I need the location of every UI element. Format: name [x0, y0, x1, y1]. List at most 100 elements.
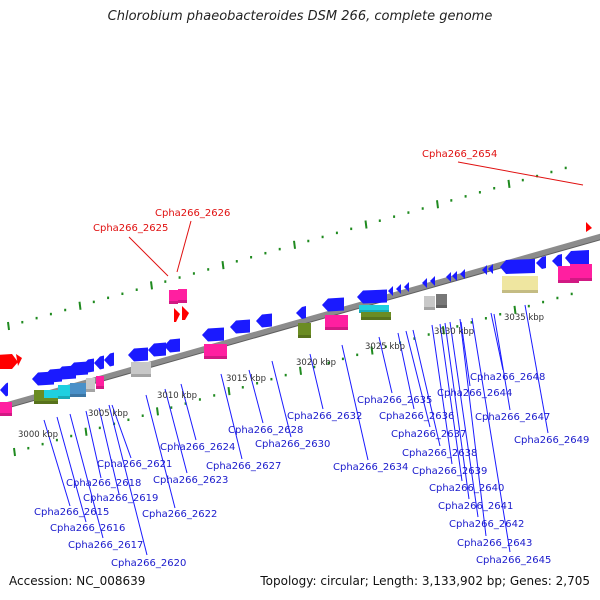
feature-olive[interactable] [298, 323, 311, 338]
rna-feature-2626[interactable] [178, 289, 187, 303]
feature-olive[interactable] [361, 312, 391, 320]
outer-minor-tick [250, 255, 253, 259]
gene-reverse[interactable] [536, 256, 546, 269]
gene-label[interactable]: Cpha266_2634 [333, 462, 408, 473]
gene-label[interactable]: Cpha266_2630 [255, 439, 330, 450]
gene-label[interactable]: Cpha266_2632 [287, 411, 362, 422]
gene-reverse[interactable] [230, 319, 250, 334]
gene-label[interactable]: Cpha266_2617 [68, 540, 143, 551]
gene-reverse-small[interactable] [404, 282, 409, 292]
feature-cyan[interactable] [58, 385, 70, 399]
label-leader [98, 407, 120, 495]
gene-forward-2626[interactable] [182, 306, 189, 320]
feature-gray[interactable] [86, 378, 95, 392]
gene-label[interactable]: Cpha266_2616 [50, 523, 125, 534]
gene-reverse[interactable] [0, 382, 8, 397]
inner-minor-tick [213, 394, 216, 397]
rna-feature-shade [0, 413, 12, 416]
gene-label[interactable]: Cpha266_2645 [476, 555, 551, 566]
feature-darkgray-shade [436, 305, 447, 308]
gene-reverse[interactable] [128, 347, 148, 362]
gene-reverse-small[interactable] [488, 264, 493, 274]
gene-label[interactable]: Cpha266_2636 [379, 411, 454, 422]
gene-reverse[interactable] [296, 306, 306, 319]
label-leader [431, 324, 453, 465]
outer-major-tick [364, 220, 368, 229]
gene-label[interactable]: Cpha266_2648 [470, 372, 545, 383]
rna-feature-2625[interactable] [169, 290, 178, 304]
gene-reverse[interactable] [256, 313, 272, 328]
rna-feature[interactable] [0, 402, 12, 416]
gene-reverse-small[interactable] [460, 269, 465, 279]
outer-minor-tick [407, 211, 410, 214]
gene-label-highlight[interactable]: Cpha266_2626 [155, 208, 230, 219]
gene-reverse[interactable] [148, 342, 166, 357]
gene-reverse[interactable] [104, 352, 114, 367]
gene-reverse-small[interactable] [430, 276, 435, 286]
feature-olive[interactable] [34, 390, 44, 404]
gene-reverse[interactable] [322, 297, 344, 312]
gene-reverse[interactable] [82, 358, 94, 373]
gene-label[interactable]: Cpha266_2647 [475, 412, 550, 423]
gene-reverse-small[interactable] [388, 286, 393, 296]
inner-minor-tick [556, 296, 559, 300]
gene-label[interactable]: Cpha266_2624 [160, 442, 235, 453]
feature-cyan[interactable] [359, 305, 389, 313]
gene-reverse[interactable] [552, 254, 562, 267]
inner-minor-tick [241, 386, 244, 389]
outer-minor-tick [321, 235, 324, 239]
gene-label[interactable]: Cpha266_2644 [437, 388, 512, 399]
feature-steel[interactable] [70, 383, 86, 397]
label-leader [248, 369, 264, 424]
gene-reverse[interactable] [202, 327, 224, 342]
gene-label-highlight[interactable]: Cpha266_2625 [93, 223, 168, 234]
gene-label[interactable]: Cpha266_2623 [153, 475, 228, 486]
gene-label[interactable]: Cpha266_2619 [83, 493, 158, 504]
gene-forward-2625[interactable] [174, 308, 180, 322]
gene-label[interactable]: Cpha266_2640 [429, 483, 504, 494]
gene-reverse[interactable] [94, 355, 104, 370]
rna-feature[interactable] [96, 376, 104, 389]
rna-feature[interactable] [325, 315, 348, 330]
gene-label[interactable]: Cpha266_2622 [142, 509, 217, 520]
feature-track [0, 222, 592, 416]
gene-label[interactable]: Cpha266_2635 [357, 395, 432, 406]
gene-forward-red-small[interactable] [16, 354, 22, 366]
gene-label[interactable]: Cpha266_2641 [438, 501, 513, 512]
feature-darkgray[interactable] [436, 294, 447, 308]
gene-label-highlight[interactable]: Cpha266_2654 [422, 149, 497, 160]
feature-gray[interactable] [131, 362, 151, 377]
gene-reverse-small[interactable] [482, 265, 487, 275]
rna-feature[interactable] [204, 344, 227, 359]
gene-reverse-small[interactable] [452, 271, 457, 281]
gene-label[interactable]: Cpha266_2638 [402, 448, 477, 459]
gene-label[interactable]: Cpha266_2618 [66, 478, 141, 489]
rna-feature[interactable] [570, 264, 592, 281]
gene-reverse-small[interactable] [396, 284, 401, 294]
gene-label[interactable]: Cpha266_2627 [206, 461, 281, 472]
gene-reverse-small[interactable] [446, 272, 451, 282]
gene-label[interactable]: Cpha266_2637 [391, 429, 466, 440]
gene-forward-2654[interactable] [586, 222, 592, 232]
outer-minor-tick [378, 219, 381, 222]
gene-reverse[interactable] [357, 289, 387, 304]
gene-label[interactable]: Cpha266_2649 [514, 435, 589, 446]
feature-gray[interactable] [424, 296, 435, 310]
feature-olive[interactable] [44, 398, 58, 404]
gene-label[interactable]: Cpha266_2615 [34, 507, 109, 518]
gene-label[interactable]: Cpha266_2639 [412, 466, 487, 477]
gene-label[interactable]: Cpha266_2628 [228, 425, 303, 436]
gene-reverse[interactable] [164, 338, 180, 353]
gene-label[interactable]: Cpha266_2642 [449, 519, 524, 530]
gene-label[interactable]: Cpha266_2621 [97, 459, 172, 470]
label-leader [43, 419, 71, 507]
gene-reverse-small[interactable] [422, 278, 427, 288]
topology-text: Topology: circular; Length: 3,133,902 bp… [260, 574, 590, 588]
gene-label[interactable]: Cpha266_2643 [457, 538, 532, 549]
gene-label[interactable]: Cpha266_2620 [111, 558, 186, 569]
gene-reverse[interactable] [565, 250, 589, 265]
gene-reverse[interactable] [500, 259, 535, 274]
outer-minor-tick [121, 292, 124, 296]
gene-forward-red[interactable] [0, 354, 18, 369]
feature-khaki[interactable] [502, 276, 538, 293]
